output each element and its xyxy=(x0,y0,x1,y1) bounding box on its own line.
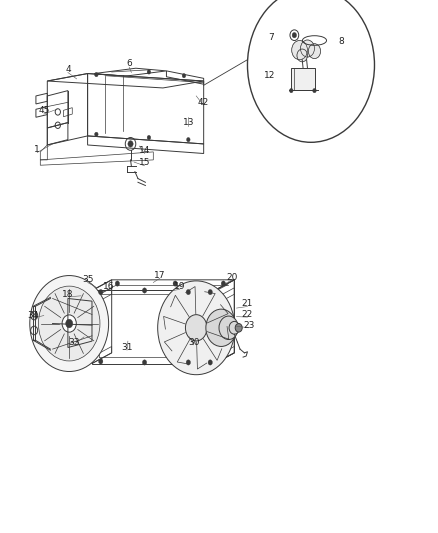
Circle shape xyxy=(185,314,207,341)
Circle shape xyxy=(292,41,307,60)
Circle shape xyxy=(221,281,226,286)
Text: 30: 30 xyxy=(188,338,199,346)
Circle shape xyxy=(62,315,76,332)
Circle shape xyxy=(247,0,374,142)
Text: 31: 31 xyxy=(121,343,133,352)
Circle shape xyxy=(208,360,212,365)
Circle shape xyxy=(292,33,297,38)
Text: 16: 16 xyxy=(103,282,114,291)
Circle shape xyxy=(208,289,212,295)
Circle shape xyxy=(99,289,103,295)
Text: 18: 18 xyxy=(62,290,74,298)
Circle shape xyxy=(186,289,191,295)
Text: 14: 14 xyxy=(139,146,150,155)
Text: 20: 20 xyxy=(226,273,238,281)
Text: 34: 34 xyxy=(27,311,39,320)
Text: 23: 23 xyxy=(243,321,254,329)
Circle shape xyxy=(39,286,100,361)
Circle shape xyxy=(219,316,238,340)
Text: 21: 21 xyxy=(242,300,253,308)
Circle shape xyxy=(313,88,316,93)
Circle shape xyxy=(147,135,151,140)
Text: 33: 33 xyxy=(68,338,79,346)
Circle shape xyxy=(30,276,109,372)
Text: 1: 1 xyxy=(34,145,40,154)
Circle shape xyxy=(142,360,147,365)
Circle shape xyxy=(115,281,120,286)
Circle shape xyxy=(206,309,237,346)
Circle shape xyxy=(158,281,235,375)
Polygon shape xyxy=(291,68,315,90)
Text: 45: 45 xyxy=(38,107,49,115)
Circle shape xyxy=(186,360,191,365)
Text: 22: 22 xyxy=(242,310,253,319)
Text: 19: 19 xyxy=(174,282,185,291)
Circle shape xyxy=(142,288,147,293)
Text: 35: 35 xyxy=(82,276,93,284)
Text: 7: 7 xyxy=(268,33,275,42)
Text: 6: 6 xyxy=(126,60,132,68)
Text: 12: 12 xyxy=(264,71,275,80)
Circle shape xyxy=(187,138,190,142)
Circle shape xyxy=(290,88,293,93)
Text: 8: 8 xyxy=(339,37,345,46)
Circle shape xyxy=(229,321,240,334)
Circle shape xyxy=(173,281,177,286)
Text: 42: 42 xyxy=(198,98,209,107)
Circle shape xyxy=(95,132,98,136)
Circle shape xyxy=(235,324,242,332)
Circle shape xyxy=(147,70,151,74)
Text: 4: 4 xyxy=(65,65,71,74)
Circle shape xyxy=(300,40,314,57)
Text: 15: 15 xyxy=(139,158,150,167)
Circle shape xyxy=(297,49,307,62)
Circle shape xyxy=(66,319,73,328)
Circle shape xyxy=(95,72,98,77)
Text: 17: 17 xyxy=(154,271,166,280)
Circle shape xyxy=(99,359,103,364)
Text: 13: 13 xyxy=(183,118,194,127)
Circle shape xyxy=(182,74,186,78)
Circle shape xyxy=(128,141,133,147)
Circle shape xyxy=(308,44,321,59)
